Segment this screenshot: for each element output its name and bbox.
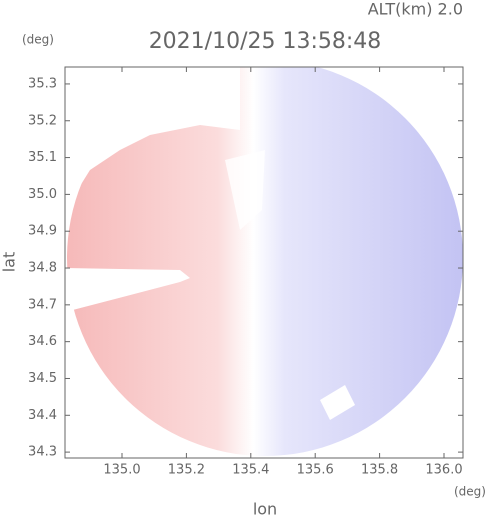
y-tick-label: 35.0	[28, 187, 57, 202]
x-axis-label: lon	[253, 500, 277, 519]
plot-frame	[64, 66, 464, 459]
y-tick-label: 35.1	[28, 150, 57, 165]
x-tick-label: 135.4	[232, 463, 269, 478]
y-tick-label: 34.8	[28, 261, 57, 276]
y-tick-label: 34.6	[28, 334, 57, 349]
chart-title: 2021/10/25 13:58:48	[149, 29, 382, 54]
x-unit: (deg)	[454, 485, 486, 499]
y-axis-label: lat	[0, 252, 19, 273]
y-tick-label: 34.9	[28, 224, 57, 239]
y-tick-label: 35.2	[28, 113, 57, 128]
y-tick-label: 34.7	[28, 297, 57, 312]
y-tick-label: 34.5	[28, 371, 57, 386]
x-tick-label: 135.2	[168, 463, 205, 478]
x-tick-label: 135.8	[361, 463, 398, 478]
annotation: ALT(km) 2.0	[368, 0, 463, 19]
x-tick-label: 135.6	[297, 463, 334, 478]
y-tick-label: 35.3	[28, 76, 57, 91]
y-unit: (deg)	[22, 33, 54, 47]
x-tick-label: 136.0	[425, 463, 462, 478]
y-tick-label: 34.4	[28, 408, 57, 423]
radar-field	[65, 67, 463, 456]
y-tick-label: 34.3	[28, 445, 57, 460]
x-tick-label: 135.0	[103, 463, 140, 478]
